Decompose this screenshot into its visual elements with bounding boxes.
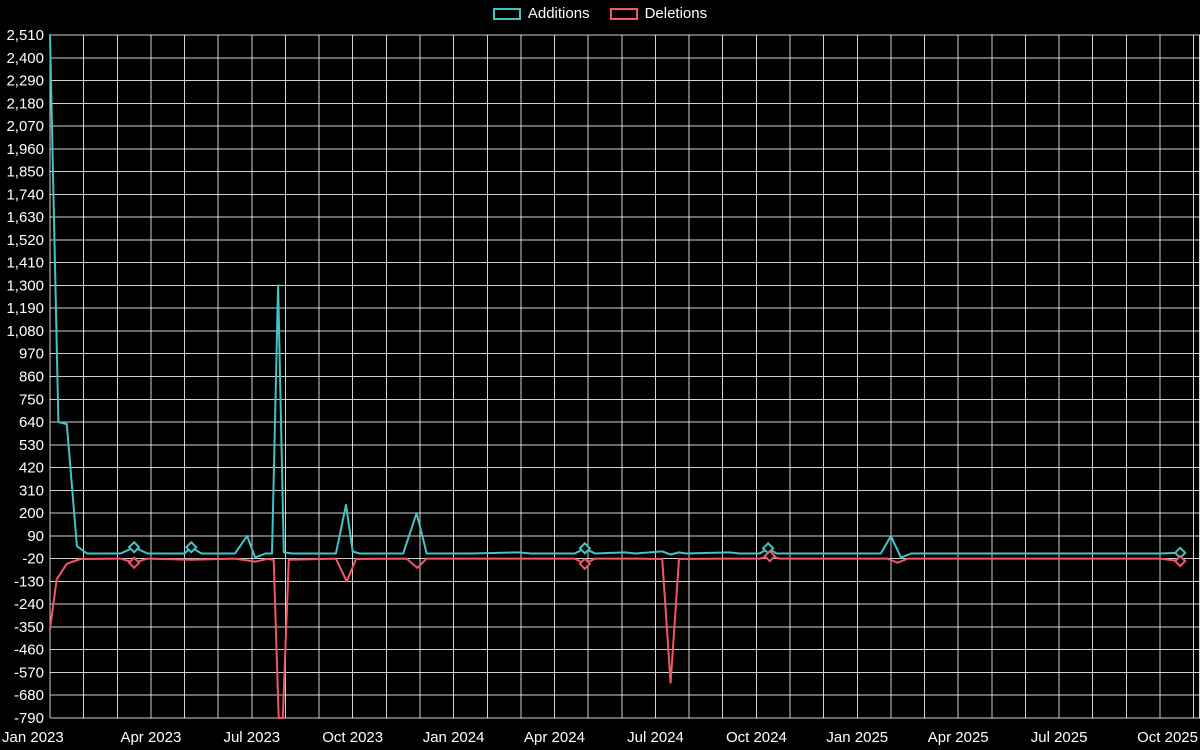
svg-text:2,400: 2,400 xyxy=(6,50,44,67)
svg-text:1,190: 1,190 xyxy=(6,300,44,317)
svg-text:Apr 2024: Apr 2024 xyxy=(524,729,585,746)
svg-text:90: 90 xyxy=(27,528,44,545)
svg-text:1,740: 1,740 xyxy=(6,186,44,203)
svg-text:Oct 2024: Oct 2024 xyxy=(726,729,787,746)
svg-text:-570: -570 xyxy=(14,665,44,682)
chart-legend: Additions Deletions xyxy=(0,5,1200,22)
svg-text:1,850: 1,850 xyxy=(6,164,44,181)
svg-text:Jan 2024: Jan 2024 xyxy=(423,729,485,746)
svg-text:Jan 2025: Jan 2025 xyxy=(826,729,888,746)
svg-text:200: 200 xyxy=(19,505,44,522)
x-axis-labels: Jan 2023 Apr 2023 Jul 2023 Oct 2023 Jan 2024… xyxy=(2,729,1198,746)
svg-text:1,630: 1,630 xyxy=(6,209,44,226)
svg-text:-680: -680 xyxy=(14,687,44,704)
svg-text:-460: -460 xyxy=(14,642,44,659)
svg-text:2,510: 2,510 xyxy=(6,27,44,44)
deletions-legend-label: Deletions xyxy=(644,5,708,22)
svg-text:1,960: 1,960 xyxy=(6,141,44,158)
svg-text:2,180: 2,180 xyxy=(6,95,44,112)
svg-text:1,080: 1,080 xyxy=(6,323,44,340)
svg-text:Jan 2023: Jan 2023 xyxy=(2,729,64,746)
svg-text:-350: -350 xyxy=(14,619,44,636)
svg-text:Oct 2025: Oct 2025 xyxy=(1137,729,1198,746)
svg-text:640: 640 xyxy=(19,414,44,431)
legend-item-deletions[interactable]: Deletions xyxy=(609,5,708,22)
additions-legend-label: Additions xyxy=(527,5,590,22)
svg-text:Apr 2023: Apr 2023 xyxy=(120,729,181,746)
svg-text:Jul 2025: Jul 2025 xyxy=(1031,729,1088,746)
deletions-series xyxy=(49,549,1187,719)
svg-text:-790: -790 xyxy=(14,710,44,727)
svg-text:2,070: 2,070 xyxy=(6,118,44,135)
y-axis-labels: -790 -680 -570 -460 -350 -240 -130 -20 90 200 310 4… xyxy=(6,27,44,727)
svg-text:Apr 2025: Apr 2025 xyxy=(928,729,989,746)
additions-swatch-icon xyxy=(492,7,521,20)
svg-text:750: 750 xyxy=(19,391,44,408)
svg-text:-20: -20 xyxy=(22,551,44,568)
svg-text:860: 860 xyxy=(19,369,44,386)
deletions-swatch-icon xyxy=(609,7,638,20)
legend-item-additions[interactable]: Additions xyxy=(492,5,590,22)
svg-text:2,290: 2,290 xyxy=(6,73,44,90)
svg-text:-130: -130 xyxy=(14,573,44,590)
svg-text:1,520: 1,520 xyxy=(6,232,44,249)
svg-text:970: 970 xyxy=(19,346,44,363)
chart-grid xyxy=(49,34,1200,719)
svg-text:-240: -240 xyxy=(14,596,44,613)
svg-text:1,300: 1,300 xyxy=(6,277,44,294)
svg-text:530: 530 xyxy=(19,437,44,454)
svg-text:Jul 2024: Jul 2024 xyxy=(627,729,684,746)
svg-text:Oct 2023: Oct 2023 xyxy=(322,729,383,746)
svg-text:420: 420 xyxy=(19,460,44,477)
svg-text:1,410: 1,410 xyxy=(6,255,44,272)
svg-text:310: 310 xyxy=(19,482,44,499)
svg-text:Jul 2023: Jul 2023 xyxy=(223,729,280,746)
